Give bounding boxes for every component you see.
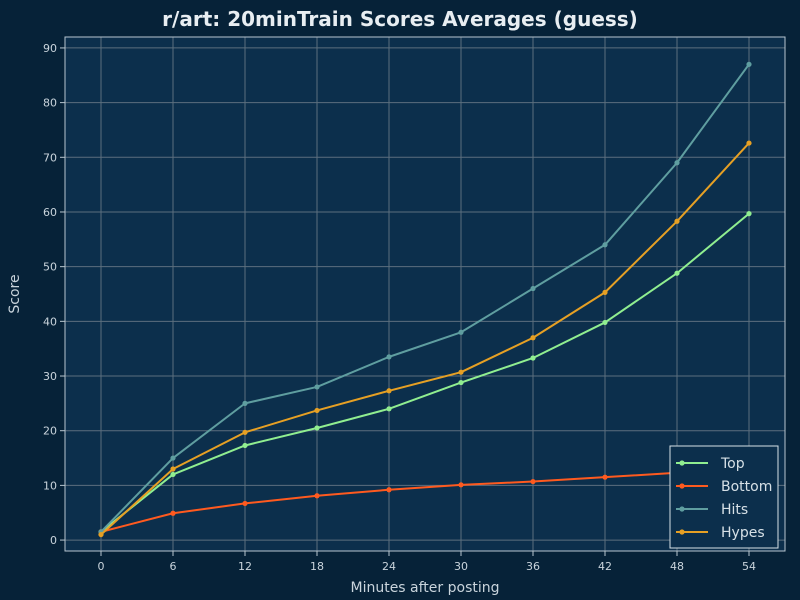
data-point-top — [674, 270, 680, 276]
data-point-hypes — [458, 369, 464, 375]
x-tick-label: 36 — [526, 560, 540, 573]
data-point-bottom — [170, 510, 176, 516]
data-point-bottom — [530, 478, 536, 485]
data-point-top — [746, 211, 752, 217]
x-axis-label: Minutes after posting — [350, 580, 499, 596]
data-point-bottom — [314, 493, 320, 499]
grid — [65, 37, 785, 551]
data-point-hits — [386, 354, 392, 360]
legend-label-top: Top — [720, 456, 745, 472]
legend-label-hypes: Hypes — [721, 525, 765, 541]
data-point-hypes — [386, 388, 392, 394]
data-point-top — [602, 319, 608, 326]
data-point-hypes — [674, 218, 680, 224]
series-line-hits — [100, 63, 750, 533]
x-tick-label: 30 — [454, 560, 468, 573]
data-point-hypes — [170, 466, 176, 472]
series-layer — [98, 61, 752, 538]
x-tick-label: 24 — [382, 560, 396, 573]
y-tick-label: 70 — [43, 151, 57, 164]
legend-marker-top — [679, 460, 685, 466]
legend-marker-hypes — [679, 529, 685, 535]
series-hypes — [98, 140, 752, 538]
data-point-hypes — [746, 140, 752, 146]
series-line-bottom — [100, 467, 750, 533]
data-point-top — [530, 355, 536, 361]
data-point-hits — [458, 329, 464, 335]
legend-marker-bottom — [679, 483, 685, 489]
y-tick-label: 20 — [43, 425, 57, 438]
data-point-bottom — [602, 474, 608, 480]
data-point-top — [242, 442, 248, 449]
y-axis-label: Score — [7, 274, 23, 313]
data-point-bottom — [242, 500, 248, 507]
data-point-hits — [746, 61, 752, 67]
y-tick-label: 40 — [43, 315, 57, 328]
series-top — [98, 211, 752, 535]
series-line-top — [100, 212, 750, 533]
data-point-hits — [242, 400, 248, 406]
chart-title: r/art: 20minTrain Scores Averages (guess… — [162, 7, 638, 31]
data-point-bottom — [386, 487, 392, 493]
series-hits — [98, 61, 752, 535]
data-point-hypes — [602, 289, 608, 295]
data-point-top — [314, 425, 320, 431]
data-point-hits — [674, 160, 680, 166]
legend: Top Bottom Hits Hypes — [669, 445, 779, 549]
legend-marker-hits — [679, 506, 685, 512]
x-tick-label: 54 — [742, 560, 756, 573]
data-point-hits — [314, 384, 320, 390]
y-tick-label: 0 — [50, 534, 57, 547]
x-tick-label: 6 — [170, 560, 177, 573]
data-point-hypes — [242, 429, 248, 435]
y-tick-label: 60 — [43, 206, 57, 219]
x-tick-label: 18 — [310, 560, 324, 573]
data-point-top — [386, 406, 392, 412]
data-point-hits — [602, 242, 608, 248]
y-tick-label: 10 — [43, 479, 57, 492]
data-point-hits — [530, 285, 536, 292]
y-tick-label: 50 — [43, 261, 57, 274]
axes: 0 6 12 18 24 30 36 42 48 54 0 10 20 30 40 50 60 70 80 90 — [43, 36, 786, 573]
series-line-hypes — [100, 142, 750, 536]
data-point-top — [458, 379, 464, 386]
y-tick-label: 80 — [43, 97, 57, 110]
data-point-bottom — [458, 482, 464, 488]
data-point-hypes — [98, 531, 104, 538]
plot-frame — [64, 36, 786, 552]
x-tick-label: 0 — [98, 560, 105, 573]
data-point-top — [170, 471, 176, 478]
plot-area — [65, 37, 785, 551]
legend-label-bottom: Bottom — [721, 479, 772, 495]
series-bottom — [98, 466, 752, 535]
y-tick-label: 30 — [43, 370, 57, 383]
data-point-hypes — [530, 335, 536, 341]
data-point-hypes — [314, 407, 320, 414]
data-point-hits — [170, 455, 176, 461]
legend-label-hits: Hits — [721, 502, 748, 518]
x-tick-label: 12 — [238, 560, 252, 573]
x-tick-label: 48 — [670, 560, 684, 573]
x-tick-label: 42 — [598, 560, 612, 573]
y-tick-label: 90 — [43, 42, 57, 55]
